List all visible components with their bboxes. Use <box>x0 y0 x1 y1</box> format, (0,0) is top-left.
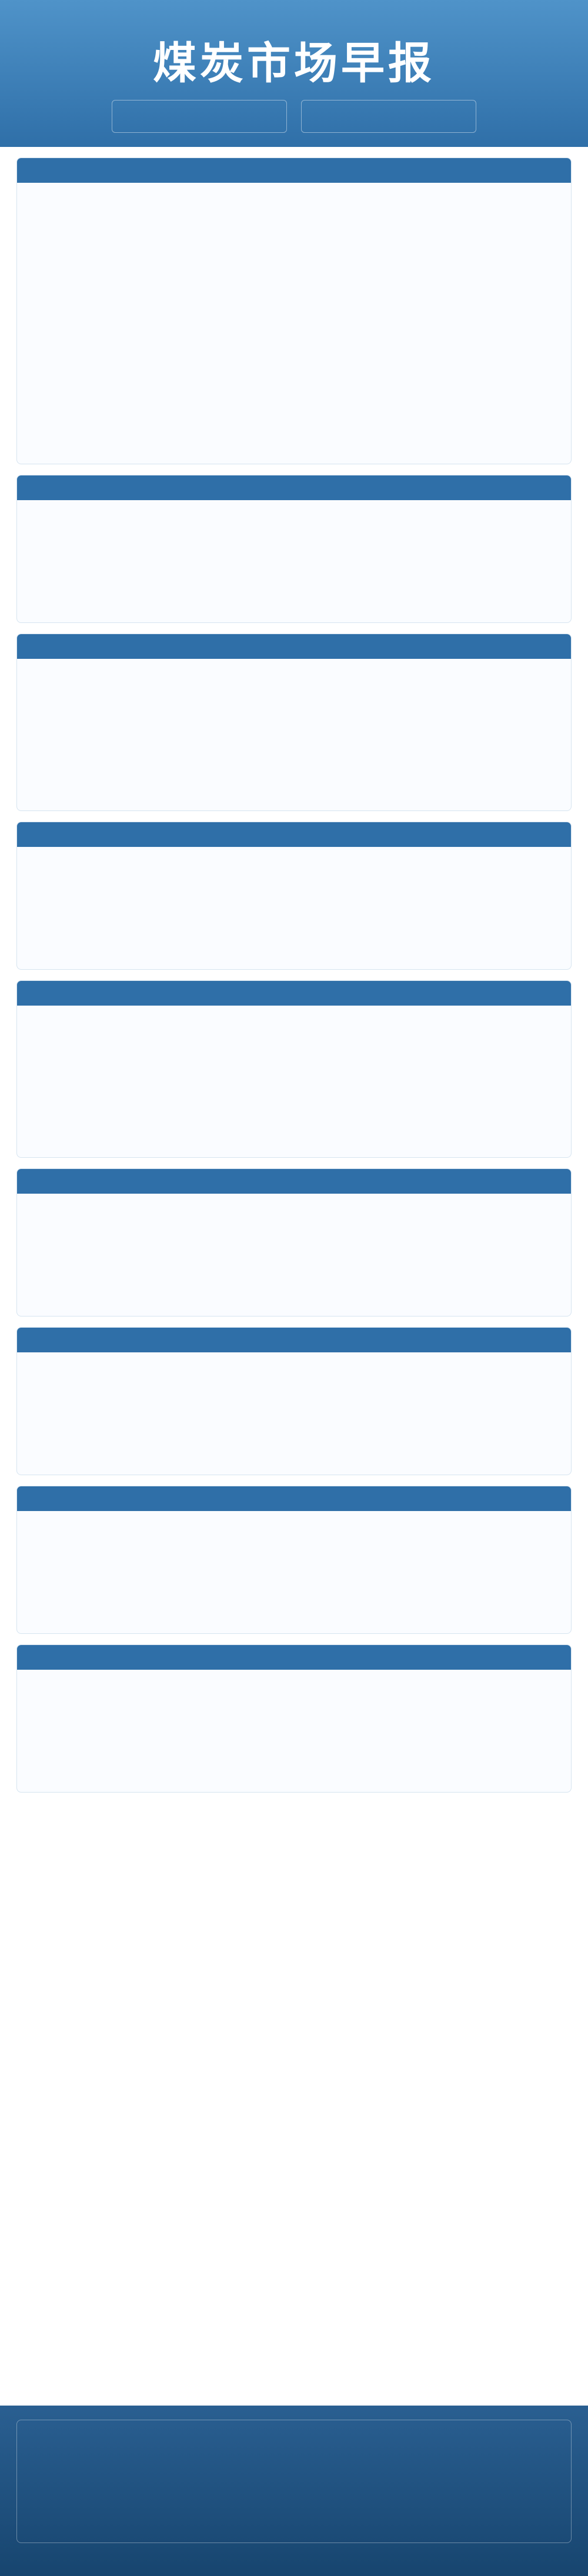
organization-logos <box>112 100 476 133</box>
footer <box>0 2406 588 2576</box>
section-heading-1 <box>17 475 571 500</box>
section-block-7 <box>16 1486 572 1634</box>
section-block-5 <box>16 1168 572 1317</box>
section-heading-5 <box>17 1169 571 1194</box>
section-block-8 <box>16 1644 572 1793</box>
summary-heading <box>17 158 571 183</box>
section-block-4 <box>16 980 572 1158</box>
page-title: 煤炭市场早报 <box>153 38 435 89</box>
section-heading-8 <box>17 1645 571 1670</box>
section-heading-7 <box>17 1486 571 1511</box>
section-text-6 <box>17 1352 571 1369</box>
section-text-1 <box>17 500 571 517</box>
section-heading-4 <box>17 981 571 1006</box>
section-text-8 <box>17 1670 571 1686</box>
org-logo-right <box>301 100 476 133</box>
section-block-3 <box>16 822 572 970</box>
section-text-5 <box>17 1194 571 1210</box>
section-text-3 <box>17 847 571 863</box>
section-heading-6 <box>17 1328 571 1352</box>
hero-header: 煤炭市场早报 <box>0 0 588 147</box>
section-heading-2 <box>17 634 571 659</box>
section-text-7 <box>17 1511 571 1527</box>
org-logo-left <box>112 100 287 133</box>
section-block-6 <box>16 1327 572 1475</box>
section-block-1 <box>16 475 572 623</box>
footer-box <box>16 2420 572 2543</box>
main-content <box>0 147 588 2374</box>
section-text-2 <box>17 659 571 675</box>
section-heading-3 <box>17 822 571 847</box>
summary-text <box>17 183 571 199</box>
section-text-4 <box>17 1006 571 1022</box>
section-block-2 <box>16 634 572 811</box>
summary-block <box>16 158 572 464</box>
